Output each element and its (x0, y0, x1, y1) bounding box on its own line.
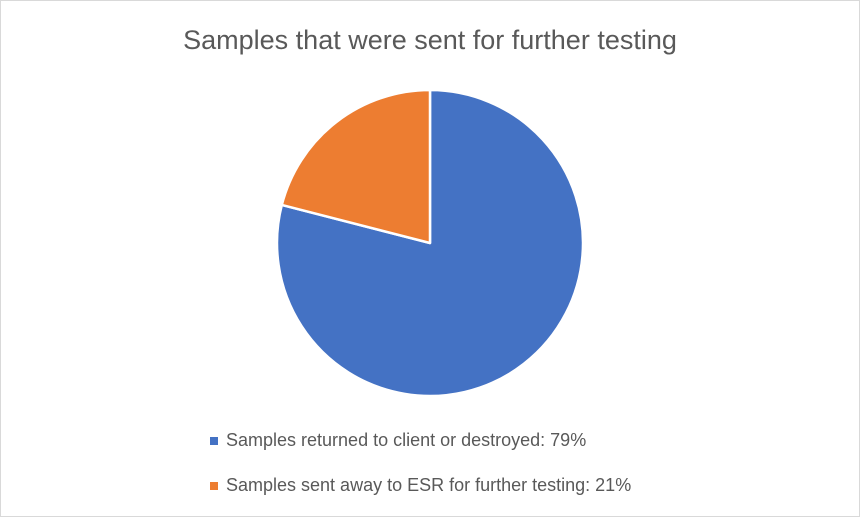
legend-swatch (210, 437, 218, 445)
chart-title: Samples that were sent for further testi… (183, 25, 677, 55)
legend-label: Samples returned to client or destroyed:… (226, 430, 586, 450)
legend-swatch (210, 482, 218, 490)
pie-slice (280, 88, 432, 245)
legend-label: Samples sent away to ESR for further tes… (226, 475, 631, 495)
